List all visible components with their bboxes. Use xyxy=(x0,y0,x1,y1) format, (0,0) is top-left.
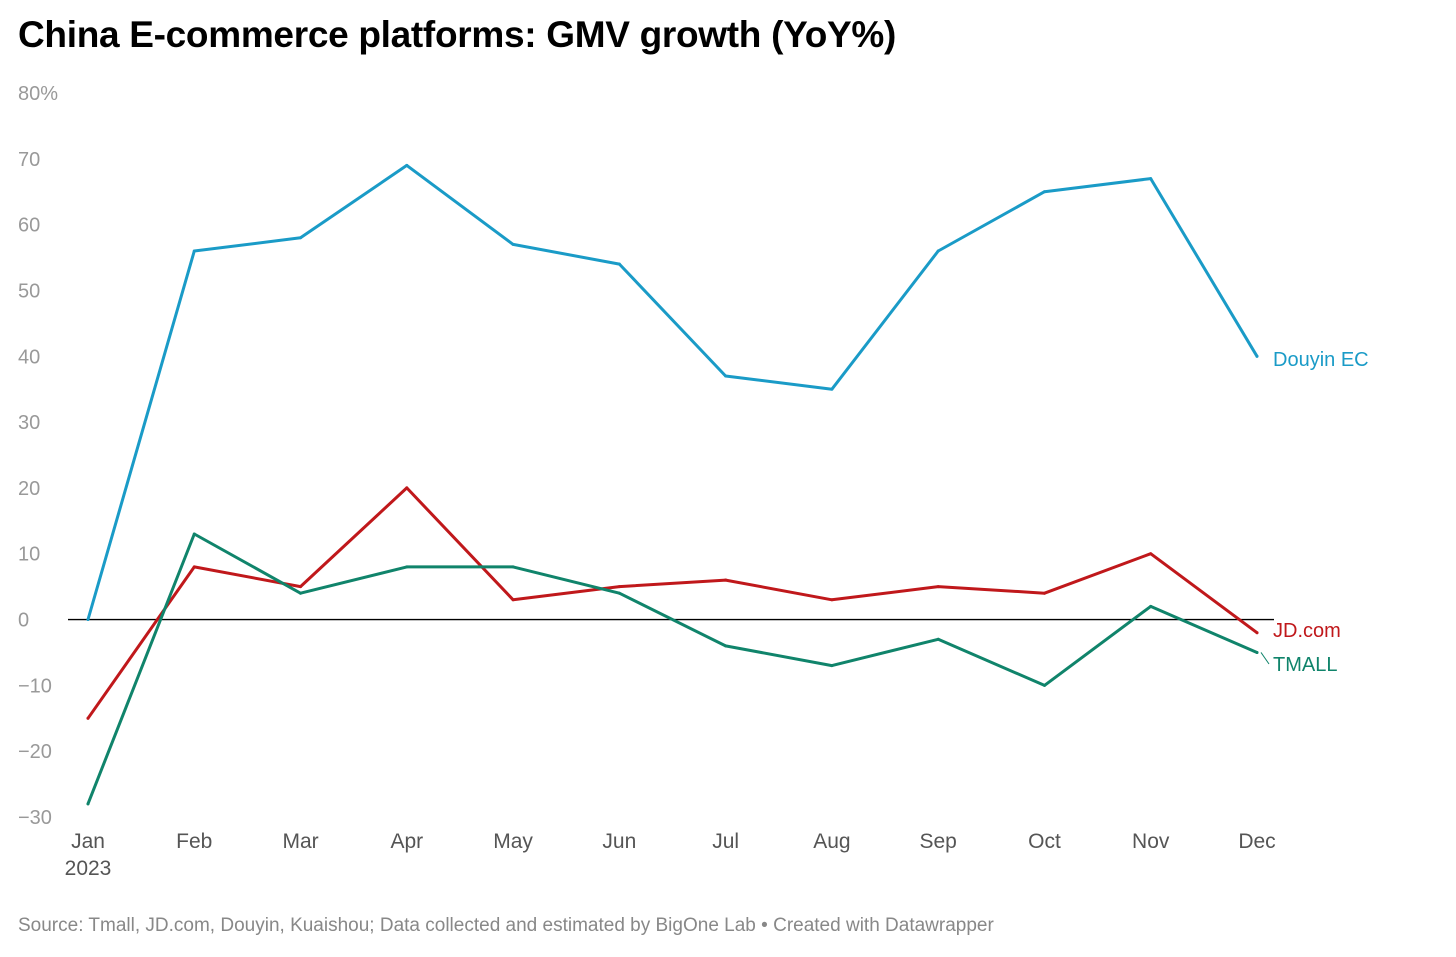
series-line-tmall xyxy=(86,532,1259,806)
series-label-douyin-ec: Douyin EC xyxy=(1273,349,1369,371)
x-tick-label: Nov xyxy=(1132,830,1170,853)
y-tick-label: 20 xyxy=(18,478,40,500)
footer-separator: • xyxy=(755,915,774,936)
data-point-tmall xyxy=(1042,683,1046,687)
data-point-jd-com xyxy=(724,578,728,582)
series-label-connector-tmall xyxy=(1260,652,1270,665)
data-point-douyin-ec xyxy=(1255,354,1259,358)
x-tick-label: May xyxy=(493,830,533,853)
data-point-douyin-ec xyxy=(192,249,196,253)
x-tick-label: Jun xyxy=(602,830,636,853)
data-point-jd-com xyxy=(86,716,90,720)
data-point-jd-com xyxy=(1149,552,1153,556)
data-point-tmall xyxy=(830,664,834,668)
x-tick-label: Apr xyxy=(390,830,423,853)
data-point-tmall xyxy=(724,644,728,648)
data-point-tmall xyxy=(405,565,409,569)
y-tick-label: −30 xyxy=(18,807,52,829)
x-tick-sublabel: 2023 xyxy=(65,857,112,880)
data-point-jd-com xyxy=(511,598,515,602)
x-tick-label: Dec xyxy=(1238,830,1275,853)
x-tick-label: Jan xyxy=(71,830,105,853)
x-tick-label: Aug xyxy=(813,830,850,853)
series-label-tmall: TMALL xyxy=(1273,654,1337,676)
y-tick-label: −20 xyxy=(18,741,52,763)
x-tick-label: Sep xyxy=(919,830,956,853)
data-point-douyin-ec xyxy=(724,374,728,378)
data-point-douyin-ec xyxy=(86,618,90,622)
y-axis: −30 −20 −10 0 10 20 30 40 50 60 70 80% xyxy=(18,83,58,829)
data-point-jd-com xyxy=(936,585,940,589)
y-tick-label: 0 xyxy=(18,610,29,632)
data-point-douyin-ec xyxy=(405,163,409,167)
data-point-tmall xyxy=(1149,604,1153,608)
data-point-tmall xyxy=(86,802,90,806)
y-tick-label: 30 xyxy=(18,412,40,434)
x-axis: Jan Feb Mar Apr May Jun Jul Aug Sep Oct Nov Dec 2023 xyxy=(65,830,1276,880)
chart-title: China E-commerce platforms: GMV growth (… xyxy=(18,14,897,55)
data-point-jd-com xyxy=(405,486,409,490)
data-point-douyin-ec xyxy=(1149,177,1153,181)
series-line-douyin-ec xyxy=(86,163,1259,621)
data-point-jd-com xyxy=(1042,591,1046,595)
y-tick-label: 50 xyxy=(18,280,40,302)
data-point-jd-com xyxy=(830,598,834,602)
x-tick-label: Mar xyxy=(282,830,318,853)
data-point-tmall xyxy=(192,532,196,536)
footer-source: Source: Tmall, JD.com, Douyin, Kuaishou;… xyxy=(18,915,756,936)
y-tick-label: 80% xyxy=(18,83,58,105)
footer-credit: Created with Datawrapper xyxy=(773,915,994,936)
data-point-douyin-ec xyxy=(617,262,621,266)
series-label-jd-com: JD.com xyxy=(1273,620,1341,642)
data-point-douyin-ec xyxy=(511,242,515,246)
x-tick-label: Feb xyxy=(176,830,212,853)
data-point-tmall xyxy=(1255,650,1259,654)
data-point-jd-com xyxy=(299,585,303,589)
data-point-jd-com xyxy=(617,585,621,589)
data-point-tmall xyxy=(936,637,940,641)
series-labels: Douyin EC JD.com TMALL xyxy=(1260,349,1369,676)
chart-footer: Source: Tmall, JD.com, Douyin, Kuaishou;… xyxy=(18,915,994,937)
data-point-douyin-ec xyxy=(1042,190,1046,194)
data-point-jd-com xyxy=(192,565,196,569)
data-point-douyin-ec xyxy=(936,249,940,253)
data-point-tmall xyxy=(511,565,515,569)
y-tick-label: 70 xyxy=(18,149,40,171)
y-tick-label: 40 xyxy=(18,346,40,368)
data-point-tmall xyxy=(617,591,621,595)
y-tick-label: −10 xyxy=(18,675,52,697)
series-group xyxy=(86,163,1259,806)
y-tick-label: 10 xyxy=(18,544,40,566)
data-point-douyin-ec xyxy=(830,387,834,391)
x-tick-label: Oct xyxy=(1028,830,1061,853)
data-point-jd-com xyxy=(1255,631,1259,635)
x-tick-label: Jul xyxy=(712,830,739,853)
y-tick-label: 60 xyxy=(18,215,40,237)
data-point-douyin-ec xyxy=(299,236,303,240)
series-line-jd-com xyxy=(86,486,1259,720)
data-point-tmall xyxy=(299,591,303,595)
